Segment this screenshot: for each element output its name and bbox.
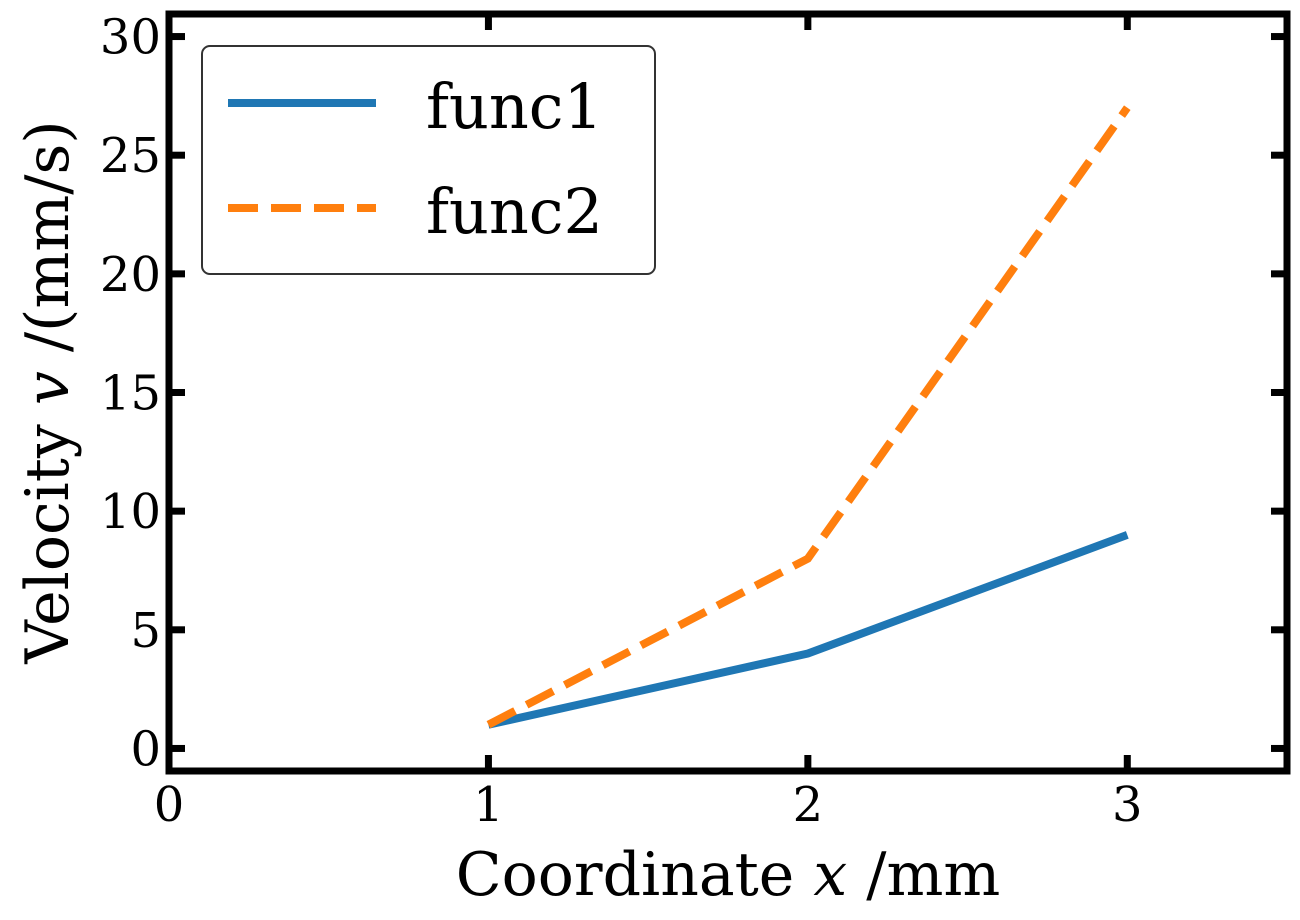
legend: func1 func2 (201, 45, 656, 275)
series-line-func1 (487, 531, 1129, 729)
y-axis-label: Velocity v /(mm/s) (13, 120, 83, 664)
x-tick-label: 2 (793, 777, 824, 833)
y-tick-label: 30 (100, 10, 161, 66)
x-tick-label: 0 (154, 777, 185, 833)
series-line-func2 (486, 105, 1131, 729)
y-tick-label: 20 (100, 247, 161, 303)
legend-label-func1: func1 (426, 70, 603, 143)
x-axis-label: Coordinate x /mm (456, 840, 1000, 910)
y-tick-label: 5 (130, 603, 161, 659)
x-tick-label: 3 (1112, 777, 1143, 833)
legend-label-func2: func2 (426, 175, 603, 248)
plot-frame (165, 10, 1291, 775)
y-tick-label: 25 (100, 128, 161, 184)
y-tick-label: 15 (100, 366, 161, 422)
y-tick-label: 10 (100, 484, 161, 540)
x-tick-label: 1 (473, 777, 504, 833)
y-tick-label: 0 (130, 721, 161, 777)
